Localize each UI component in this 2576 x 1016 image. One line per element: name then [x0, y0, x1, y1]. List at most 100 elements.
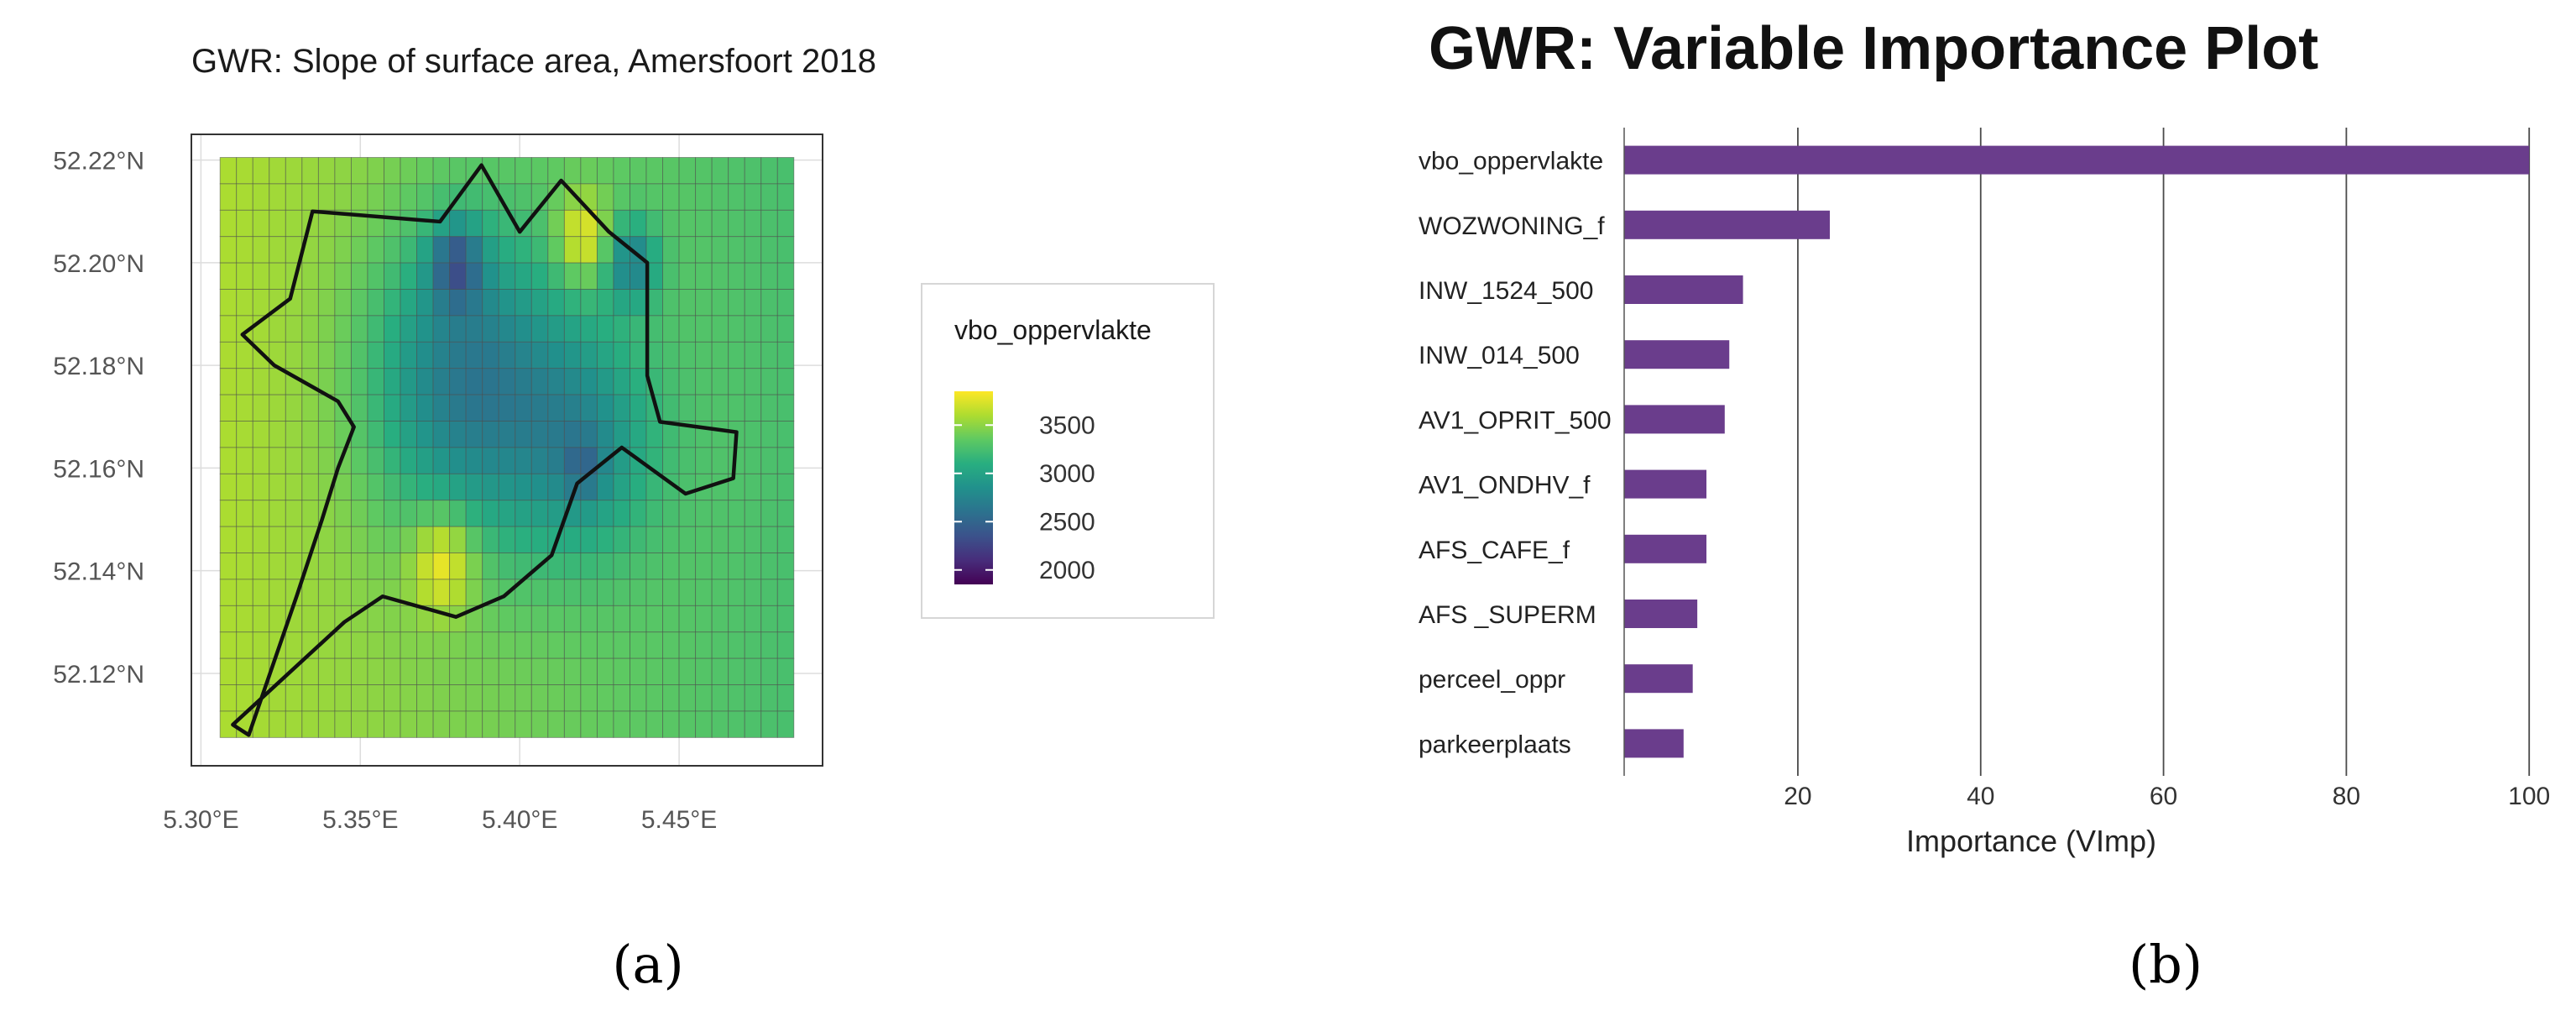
colorbar [954, 391, 993, 584]
heatmap-cell [219, 315, 238, 343]
heatmap-cell [580, 262, 598, 290]
heatmap-cell [498, 315, 516, 343]
heatmap-cell [334, 684, 352, 712]
heatmap-cell [465, 500, 483, 527]
heatmap-cell [580, 710, 598, 738]
heatmap-cell [760, 447, 778, 474]
heatmap-cell [269, 315, 286, 343]
heatmap-cell [269, 447, 286, 474]
heatmap-cell [728, 262, 745, 290]
heatmap-cell [400, 421, 418, 448]
heatmap-cell [678, 710, 697, 738]
heatmap-cell [334, 526, 352, 554]
heatmap-cell [728, 553, 745, 580]
heatmap-cell [416, 710, 434, 738]
heatmap-cell [645, 421, 664, 448]
heatmap-cell [596, 579, 614, 606]
heatmap-cell [482, 473, 499, 501]
heatmap-cell [728, 684, 745, 712]
heatmap-cell [317, 657, 336, 686]
heatmap-cell [744, 368, 762, 395]
heatmap-cell [678, 368, 697, 395]
heatmap-cell [547, 710, 565, 738]
heatmap-cell [350, 657, 368, 686]
heatmap-cell [465, 262, 483, 290]
heatmap-cell [482, 631, 499, 659]
heatmap-cell [662, 631, 680, 659]
heatmap-cell [596, 631, 614, 659]
heatmap-cell [630, 500, 647, 527]
heatmap-cell [367, 315, 384, 343]
heatmap-cell [530, 368, 549, 395]
heatmap-cell [219, 157, 238, 185]
heatmap-cell [482, 315, 499, 343]
heatmap-cell [498, 473, 516, 501]
heatmap-cell [515, 368, 532, 395]
heatmap-cell [760, 421, 778, 448]
heatmap-cell [219, 447, 238, 474]
heatmap-cell [449, 631, 467, 659]
importance-bar [1624, 664, 1693, 694]
heatmap-cell [416, 262, 434, 290]
heatmap-cell [285, 394, 303, 422]
heatmap-cell [613, 315, 630, 343]
heatmap-cell [613, 553, 630, 580]
heatmap-cell [596, 368, 614, 395]
heatmap-cell [252, 447, 270, 474]
heatmap-cell [465, 209, 483, 238]
heatmap-cell [563, 289, 582, 317]
heatmap-cell [547, 631, 565, 659]
heatmap-cell [563, 341, 582, 369]
heatmap-cell [498, 341, 516, 369]
heatmap-cell [563, 605, 582, 633]
x-tick-label: 5.35°E [322, 806, 398, 834]
heatmap-cell [367, 657, 384, 686]
heatmap-cell [285, 421, 303, 448]
heatmap-cell [596, 341, 614, 369]
heatmap-cell [334, 657, 352, 686]
heatmap-cell [645, 579, 664, 606]
heatmap-cell [482, 341, 499, 369]
heatmap-cell [301, 605, 319, 633]
heatmap-cell [334, 553, 352, 580]
heatmap-cell [630, 183, 647, 211]
heatmap-cell [367, 553, 384, 580]
heatmap-cell [744, 657, 762, 686]
heatmap-cell [711, 368, 729, 395]
heatmap-cell [530, 341, 549, 369]
heatmap-cell [678, 605, 697, 633]
heatmap-cell [465, 684, 483, 712]
heatmap-cell [662, 684, 680, 712]
heatmap-cell [367, 500, 384, 527]
panel-b-importance: GWR: Variable Importance Plot vbo_opperv… [1419, 15, 2550, 995]
heatmap-cell [760, 473, 778, 501]
heatmap-cell [596, 394, 614, 422]
heatmap-cell [515, 605, 532, 633]
heatmap-cell [744, 684, 762, 712]
heatmap-cell [711, 315, 729, 343]
heatmap-cell [613, 631, 630, 659]
heatmap-cell [678, 183, 697, 211]
heatmap-cell [760, 605, 778, 633]
heatmap-cell [515, 421, 532, 448]
heatmap-cell [482, 236, 499, 264]
heatmap-cell [252, 631, 270, 659]
heatmap-cell [630, 473, 647, 501]
y-tick-label: 52.22°N [53, 148, 144, 175]
heatmap-cell [449, 657, 467, 686]
heatmap-cell [776, 710, 795, 738]
heatmap-cell [596, 526, 614, 554]
heatmap-cell [285, 473, 303, 501]
heatmap-cell [482, 447, 499, 474]
heatmap-cell [285, 631, 303, 659]
heatmap-cell [432, 157, 451, 185]
heatmap-cell [580, 394, 598, 422]
heatmap-cell [580, 368, 598, 395]
heatmap-cell [776, 368, 795, 395]
heatmap-cell [695, 579, 713, 606]
heatmap-cell [301, 473, 319, 501]
heatmap-cell [449, 526, 467, 554]
heatmap-cell [776, 157, 795, 185]
heatmap-cell [711, 289, 729, 317]
heatmap-cell [498, 526, 516, 554]
